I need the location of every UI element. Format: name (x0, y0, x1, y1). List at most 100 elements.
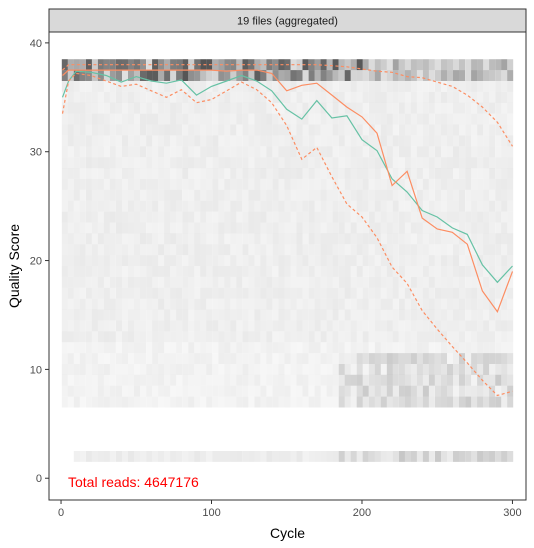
heatmap-cell (398, 124, 405, 136)
heatmap-cell (332, 331, 339, 343)
heatmap-cell (272, 135, 279, 147)
heatmap-cell (453, 451, 459, 462)
heatmap-cell (386, 211, 393, 223)
heatmap-cell (507, 189, 514, 201)
heatmap-cell (176, 375, 182, 386)
heatmap-cell (272, 233, 279, 245)
heatmap-cell (422, 451, 429, 462)
heatmap-cell (188, 266, 195, 277)
heatmap-cell (272, 200, 279, 212)
heatmap-cell (73, 244, 80, 256)
heatmap-cell (164, 451, 171, 462)
heatmap-cell (212, 81, 219, 92)
heatmap-cell (134, 342, 140, 354)
heatmap-cell (495, 342, 502, 354)
heatmap-cell (428, 320, 435, 332)
heatmap-cell (61, 168, 68, 179)
heatmap-cell (170, 189, 177, 201)
heatmap-cell (380, 200, 387, 212)
heatmap-cell (314, 70, 321, 81)
heatmap-cell (356, 168, 363, 179)
heatmap-cell (350, 222, 357, 234)
heatmap-cell (236, 70, 243, 81)
heatmap-cell (392, 200, 399, 212)
heatmap-cell (266, 386, 272, 397)
heatmap-cell (428, 168, 435, 179)
heatmap-cell (242, 178, 249, 190)
heatmap-cell (85, 298, 92, 310)
heatmap-cell (308, 233, 315, 245)
heatmap-cell (332, 320, 339, 332)
heatmap-cell (453, 200, 459, 212)
heatmap-cell (146, 70, 153, 81)
heatmap-cell (435, 113, 441, 125)
heatmap-cell (61, 255, 68, 266)
heatmap-cell (218, 375, 224, 386)
heatmap-cell (248, 320, 255, 332)
heatmap-cell (91, 276, 98, 288)
heatmap-cell (428, 146, 435, 158)
heatmap-cell (194, 374, 201, 386)
heatmap-cell (206, 342, 213, 354)
heatmap-cell (91, 331, 98, 343)
heatmap-cell (61, 189, 68, 201)
heatmap-cell (459, 124, 465, 136)
heatmap-cell (194, 222, 201, 234)
heatmap-cell (152, 364, 159, 375)
heatmap-cell (314, 353, 321, 364)
heatmap-cell (320, 298, 327, 310)
heatmap-cell (272, 320, 279, 332)
heatmap-cell (176, 309, 183, 321)
heatmap-cell (128, 157, 134, 169)
heatmap-cell (218, 178, 225, 190)
heatmap-cell (320, 451, 327, 462)
heatmap-cell (128, 255, 134, 266)
heatmap-cell (97, 222, 104, 234)
heatmap-cell (326, 81, 333, 92)
heatmap-cell (73, 255, 80, 266)
heatmap-cell (194, 233, 201, 245)
heatmap-cell (428, 102, 435, 114)
heatmap-cell (254, 222, 261, 234)
heatmap-cell (92, 386, 98, 397)
heatmap-cell (134, 211, 140, 223)
heatmap-cell (73, 168, 80, 179)
heatmap-cell (392, 157, 399, 169)
heatmap-cell (254, 124, 261, 136)
heatmap-cell (290, 102, 297, 114)
heatmap-cell (62, 342, 68, 353)
heatmap-cell (103, 81, 110, 92)
heatmap-cell (140, 353, 146, 364)
heatmap-cell (152, 266, 159, 277)
heatmap-cell (368, 331, 375, 343)
heatmap-cell (67, 298, 74, 310)
y-tick-label: 0 (36, 473, 42, 485)
heatmap-cell (302, 113, 309, 125)
heatmap-cell (284, 81, 291, 92)
facet-strip (48, 8, 527, 33)
heatmap-cell (134, 124, 140, 136)
heatmap-cell (260, 342, 267, 354)
heatmap-cell (73, 178, 80, 190)
heatmap-cell (471, 146, 478, 158)
heatmap-cell (91, 320, 98, 332)
heatmap-cell (182, 200, 189, 212)
heatmap-cell (278, 222, 285, 234)
heatmap-cell (326, 200, 333, 212)
heatmap-cell (212, 146, 219, 158)
heatmap-cell (350, 91, 357, 103)
heatmap-cell (170, 266, 177, 277)
heatmap-cell (386, 91, 393, 103)
heatmap-cell (435, 385, 441, 397)
heatmap-cell (248, 266, 255, 277)
heatmap-cell (380, 451, 387, 462)
heatmap-cell (362, 364, 369, 375)
heatmap-cell (182, 222, 189, 234)
heatmap-cell (495, 102, 502, 114)
heatmap-cell (91, 353, 98, 364)
heatmap-cell (176, 276, 183, 288)
heatmap-cell (91, 255, 98, 266)
heatmap-cell (392, 331, 399, 343)
heatmap-cell (471, 320, 478, 332)
heatmap-cell (302, 211, 309, 223)
